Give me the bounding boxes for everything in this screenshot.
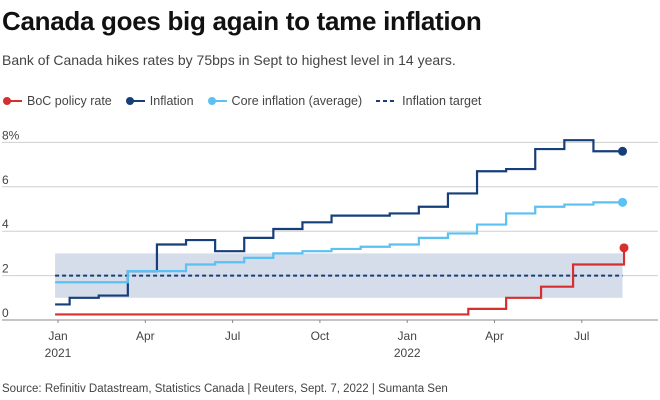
legend-item-policy-rate: BoC policy rate — [2, 94, 112, 108]
legend-item-inflation-target: Inflation target — [375, 94, 481, 108]
chart-subtitle: Bank of Canada hikes rates by 75bps in S… — [2, 52, 456, 68]
series-end-point-boc-policy-rate — [619, 243, 629, 253]
legend-label: Core inflation (average) — [231, 94, 363, 108]
x-tick-year-label: 2022 — [394, 346, 421, 360]
x-tick-year-label: 2021 — [45, 346, 72, 360]
source-note: Source: Refinitiv Datastream, Statistics… — [2, 383, 448, 395]
legend-label: BoC policy rate — [27, 94, 112, 108]
y-tick-label: 6 — [2, 173, 9, 187]
x-tick-label: Jul — [225, 329, 240, 343]
series-line-core-inflation-average — [55, 201, 623, 284]
x-tick-label: Apr — [136, 329, 155, 343]
legend-dot-icon — [3, 97, 22, 105]
chart-plot-area: 0 2 4 6 8% Jan 2021 Apr Jul Oct Jan 2022 Apr Jul — [2, 128, 658, 360]
y-tick-label: 2 — [2, 262, 9, 276]
series-end-point-inflation — [618, 146, 628, 156]
chart-title: Canada goes big again to tame inflation — [2, 6, 482, 36]
legend-dash-icon — [376, 100, 397, 102]
y-tick-label: 8% — [2, 128, 20, 142]
legend-item-core-inflation: Core inflation (average) — [207, 94, 363, 108]
x-tick-label: Jan — [48, 329, 67, 343]
legend-label: Inflation — [149, 94, 194, 108]
y-tick-label: 4 — [2, 217, 9, 231]
x-tick-label: Jul — [574, 329, 589, 343]
legend-item-inflation: Inflation — [125, 94, 194, 108]
y-tick-label: 0 — [2, 306, 9, 320]
legend-dot-icon — [125, 97, 145, 105]
legend-label: Inflation target — [402, 94, 482, 108]
series-line-boc-policy-rate — [55, 247, 626, 316]
x-tick-label: Apr — [485, 329, 504, 343]
x-tick-label: Oct — [311, 329, 330, 343]
legend: BoC policy rate Inflation Core inflation… — [2, 93, 494, 109]
series-end-point-core-inflation-average — [618, 197, 628, 207]
x-tick-label: Jan — [398, 329, 417, 343]
legend-dot-icon — [207, 97, 227, 105]
